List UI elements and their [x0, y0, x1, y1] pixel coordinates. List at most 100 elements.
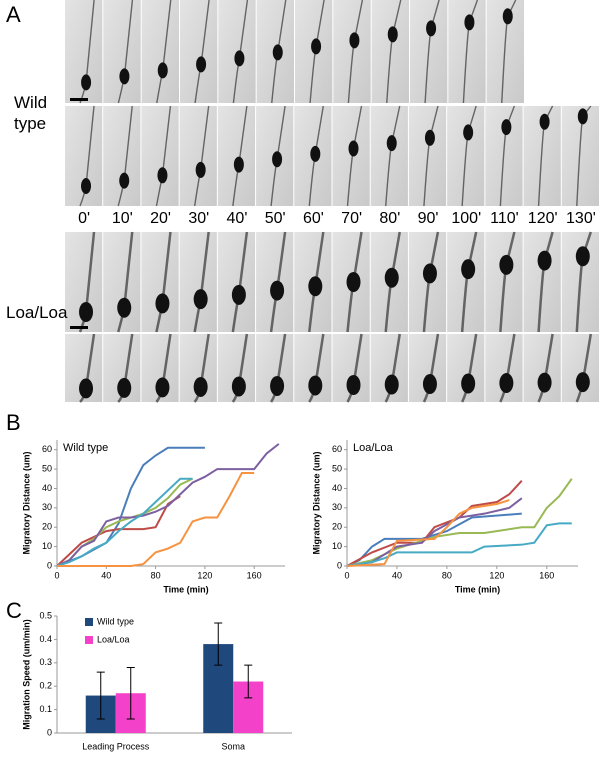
cell-body	[499, 254, 514, 275]
cell-body	[461, 373, 476, 394]
cell-body	[193, 289, 208, 310]
cell-body	[384, 267, 399, 288]
cell-body	[157, 167, 168, 184]
micrograph-frame	[332, 106, 370, 206]
cell-body	[501, 119, 512, 136]
y-tick-label: 40	[332, 483, 342, 493]
data-line	[56, 477, 193, 567]
error-bar	[244, 664, 253, 699]
y-tick-label: 30	[42, 502, 52, 512]
cell-body	[196, 56, 207, 73]
cell-body	[117, 297, 132, 318]
x-axis-label: Time (min)	[455, 584, 500, 594]
data-line	[56, 495, 181, 567]
y-tick-label: 0.5	[39, 610, 52, 620]
y-tick-label: 0.1	[39, 704, 52, 714]
cell-body	[502, 8, 513, 25]
x-tick-label: Leading Process	[82, 741, 150, 751]
cell-body	[499, 373, 514, 394]
time-label: 30'	[188, 210, 209, 227]
cell-body	[81, 178, 92, 194]
time-label: 50'	[265, 210, 286, 227]
cell-body	[537, 250, 552, 271]
error-bar	[126, 666, 135, 720]
group-label: Loa/Loa	[6, 303, 68, 322]
y-tick-label: 20	[332, 522, 342, 532]
error-bar	[214, 622, 223, 666]
data-line	[56, 477, 193, 567]
time-label: 130'	[566, 210, 596, 227]
y-tick-label: 50	[332, 463, 342, 473]
scale-bar	[70, 98, 88, 101]
panel-label: A	[6, 2, 21, 27]
micrograph-frame	[217, 106, 256, 206]
micrograph-frame	[141, 0, 179, 103]
cell-body	[575, 372, 590, 393]
y-tick-label: 30	[332, 502, 342, 512]
y-tick-label: 60	[42, 444, 52, 454]
panel-label: B	[6, 410, 21, 435]
cell-body	[575, 246, 590, 267]
y-axis-label: Migration Speed (um/min)	[21, 619, 31, 730]
chart-title: Loa/Loa	[353, 442, 394, 454]
time-label: 60'	[303, 210, 324, 227]
cell-body	[270, 375, 285, 396]
time-label: 10'	[112, 210, 133, 227]
micrograph-frame	[217, 232, 256, 332]
cell-body	[233, 156, 244, 173]
cell-body	[231, 284, 246, 305]
cell-body	[117, 377, 132, 398]
chart-title: Wild type	[63, 442, 108, 454]
error-bar	[96, 671, 105, 720]
x-tick-label: 80	[151, 570, 161, 580]
y-axis-label: Migratory Distance (um)	[21, 451, 31, 554]
data-line	[56, 443, 280, 567]
time-label: 110'	[490, 210, 519, 227]
x-tick-label: 40	[101, 570, 111, 580]
cell-body	[346, 375, 361, 395]
legend-label: Wild type	[97, 616, 134, 626]
legend-label: Loa/Loa	[97, 634, 130, 644]
cell-body	[270, 280, 285, 301]
x-tick-label: 120	[197, 570, 212, 580]
time-label: 0'	[78, 210, 90, 227]
y-tick-label: 10	[42, 541, 52, 551]
y-tick-label: 0	[47, 727, 52, 737]
cell-body	[79, 302, 94, 322]
cell-body	[424, 129, 435, 146]
cell-body	[308, 276, 323, 297]
y-tick-label: 0	[337, 560, 342, 570]
y-tick-label: 0	[47, 560, 52, 570]
y-tick-label: 40	[42, 483, 52, 493]
data-line	[346, 480, 523, 567]
cell-body	[119, 172, 130, 189]
cell-body	[539, 113, 550, 130]
time-label: 100'	[451, 210, 481, 227]
y-tick-label: 10	[332, 541, 342, 551]
y-tick-label: 0.4	[39, 634, 52, 644]
y-tick-label: 60	[332, 444, 342, 454]
cell-body	[386, 135, 397, 152]
cell-body	[119, 68, 130, 85]
x-axis-label: Time (min)	[163, 584, 208, 594]
x-tick-label: 120	[489, 570, 504, 580]
cell-body	[346, 272, 361, 292]
x-tick-label: 160	[539, 570, 554, 580]
cell-body	[193, 376, 208, 397]
cell-body	[231, 376, 246, 397]
y-tick-label: 20	[42, 522, 52, 532]
scale-bar	[70, 326, 88, 329]
cell-body	[348, 140, 359, 157]
legend-swatch	[85, 636, 93, 644]
data-line	[346, 497, 523, 567]
y-tick-label: 0.2	[39, 681, 52, 691]
y-axis-label: Migratory Distance (um)	[311, 451, 321, 554]
cell-body	[155, 293, 170, 314]
panel-label: C	[6, 598, 22, 623]
cell-body	[79, 378, 94, 399]
cell-body	[272, 151, 283, 168]
x-tick-label: 80	[442, 570, 452, 580]
cell-body	[157, 62, 168, 79]
